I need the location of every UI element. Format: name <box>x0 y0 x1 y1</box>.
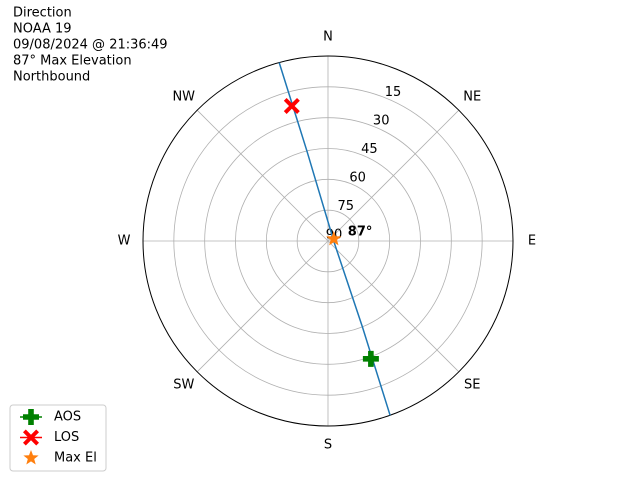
r-tick-label: 60 <box>349 171 366 186</box>
legend-label: AOS <box>54 410 81 425</box>
theta-tick-label: NW <box>172 89 195 104</box>
r-grid-line <box>296 209 360 273</box>
r-grid-line <box>204 117 452 365</box>
title-line: Northbound <box>13 70 90 85</box>
marker-star <box>326 230 342 246</box>
r-tick-label: 30 <box>373 114 390 129</box>
r-tick-label: 75 <box>338 199 355 214</box>
theta-tick-label: NE <box>463 89 481 104</box>
title-line: 09/08/2024 @ 21:36:49 <box>13 38 168 53</box>
legend-marker <box>23 429 39 446</box>
theta-tick-label: N <box>323 30 333 45</box>
theta-tick-label: S <box>324 438 332 453</box>
title-line: 87° Max Elevation <box>13 54 132 69</box>
marker-plus <box>362 350 379 367</box>
legend: AOS LOS Max El <box>9 404 107 472</box>
theta-tick-label: W <box>118 234 131 249</box>
theta-tick-label: E <box>528 234 536 249</box>
legend-box <box>9 404 107 472</box>
r-tick-label: 45 <box>361 142 378 157</box>
legend-marker <box>23 450 39 465</box>
marker-x <box>283 97 300 114</box>
polar-frame <box>142 55 514 427</box>
legend-label: Max El <box>54 451 97 466</box>
r-grid-line <box>235 148 421 334</box>
annotation: 87° <box>348 224 373 239</box>
title-line: Direction <box>13 6 72 21</box>
r-grid-line <box>173 86 483 396</box>
r-tick-label: 15 <box>385 85 402 100</box>
legend-label: LOS <box>54 430 79 445</box>
theta-tick-label: SE <box>464 378 480 393</box>
theta-tick-label: SW <box>173 378 194 393</box>
legend-marker <box>23 409 39 425</box>
r-grid-line <box>265 178 391 304</box>
title-line: NOAA 19 <box>13 22 72 37</box>
